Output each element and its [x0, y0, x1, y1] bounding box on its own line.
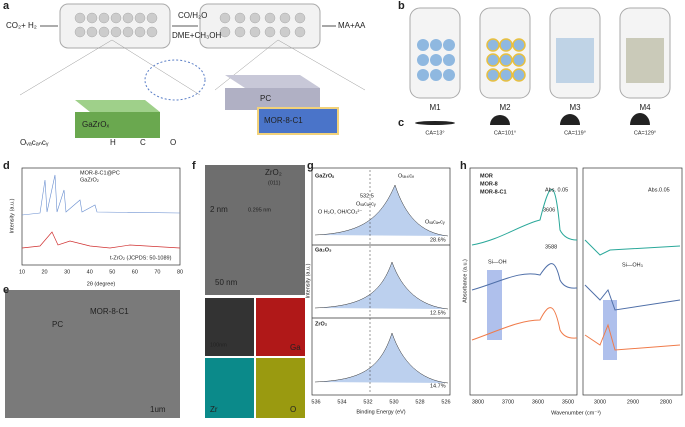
label: MOR-8-C1 [264, 116, 303, 125]
label: MOR-8-C1 [90, 307, 129, 316]
x-tick-label: 534 [337, 399, 346, 405]
label: 3606 [543, 207, 555, 213]
x-tick-label: 536 [311, 399, 320, 405]
label: CO₂+ H₂ [6, 21, 37, 30]
x-tick-label: 40 [87, 269, 93, 275]
x-tick-label: 80 [177, 269, 183, 275]
x-tick-label: 530 [389, 399, 398, 405]
axis-label: Intensity (a.u.) [9, 198, 15, 233]
legend-entry: O [170, 138, 176, 147]
x-tick-label: 3600 [532, 399, 544, 405]
reactor-diagram [19, 3, 366, 138]
label: CA=13° [425, 130, 444, 136]
label: Abs. 0.05 [545, 187, 568, 193]
x-tick-label: 70 [154, 269, 160, 275]
cylinders [409, 7, 671, 125]
label: O [290, 405, 296, 414]
label: Ga₂O₃ [315, 247, 332, 253]
legend-entry: MOR-8 [480, 181, 498, 187]
label: MA+AA [338, 21, 366, 30]
panel-label: a [3, 0, 10, 12]
label: ZrO₂ [315, 321, 328, 327]
panel-label: d [3, 160, 10, 172]
label: CO/H₂O [178, 11, 207, 20]
label: Oᵥₐcₐₙcᵧ [356, 201, 376, 207]
label: 0.295 nm [248, 207, 271, 213]
label: 12.5% [430, 310, 446, 316]
label: M1 [429, 103, 441, 112]
label: (011) [268, 180, 281, 186]
label: M4 [639, 103, 651, 112]
legend-entry: MOR [480, 173, 493, 179]
label: Si—OH₃ [622, 262, 643, 268]
label: 50 nm [215, 278, 238, 287]
x-tick-label: 10 [19, 269, 25, 275]
panel-label: f [192, 160, 196, 172]
label: t-ZrO₂ (JCPDS: 50-1089) [110, 255, 172, 261]
label: Oₗₐₜₜᵢcₑ [398, 173, 414, 179]
x-tick-label: 30 [64, 269, 70, 275]
axis-label: Binding Energy (eV) [356, 409, 405, 415]
label: CA=129° [634, 130, 656, 136]
xps-plot [311, 167, 451, 396]
x-tick-label: 60 [132, 269, 138, 275]
x-tick-label: 3700 [502, 399, 514, 405]
panel-label: b [398, 0, 405, 12]
label: Oᵥₐcₐₙcᵧ [425, 219, 445, 225]
panel-label: g [307, 160, 314, 172]
label: 1um [150, 405, 166, 414]
label: GaZrOₓ [82, 120, 109, 129]
label: 3588 [545, 244, 557, 250]
legend-entry: MOR-8-C1 [480, 189, 507, 195]
label: ZrO₂ [265, 168, 282, 177]
label: 532.5 [360, 193, 374, 199]
label: Si—OH [488, 259, 507, 265]
label: Zr [210, 405, 218, 414]
legend-entry: Oᵥₐcₐₙcᵧ [20, 138, 49, 147]
tem-image [205, 165, 305, 295]
axis-label: Intensity (a.u.) [305, 263, 311, 298]
legend-entry: H [110, 138, 116, 147]
x-tick-label: 2800 [660, 399, 672, 405]
eds-maps [205, 298, 305, 418]
x-tick-label: 3500 [562, 399, 574, 405]
panel-label: c [398, 117, 404, 129]
ftir-plot [469, 167, 683, 396]
label: Abs.0.05 [648, 187, 670, 193]
label: 14.7% [430, 383, 446, 389]
label: PC [52, 320, 63, 329]
label: Ga [290, 343, 301, 352]
label: 100nm [210, 342, 227, 348]
sem-image [5, 290, 180, 418]
x-tick-label: 2900 [627, 399, 639, 405]
axis-label: Wavenumber (cm⁻¹) [551, 410, 601, 416]
x-tick-label: 532 [363, 399, 372, 405]
label: PC [260, 94, 271, 103]
legend-entry: MOR-8-C1@PC [80, 170, 120, 176]
x-tick-label: 526 [441, 399, 450, 405]
label: O H₂O, OH/CO₃²⁻ [318, 209, 362, 215]
label: CA=101° [494, 130, 516, 136]
label: GaZrOₓ [315, 173, 335, 179]
axis-label: 2θ (degree) [87, 281, 116, 287]
x-tick-label: 20 [42, 269, 48, 275]
label: 2 nm [210, 205, 228, 214]
legend-entry: C [140, 138, 146, 147]
label: M2 [499, 103, 511, 112]
label: 28.6% [430, 237, 446, 243]
xrd-plot [21, 167, 181, 266]
x-tick-label: 3800 [472, 399, 484, 405]
label: CA=119° [564, 130, 586, 136]
panel-label: e [3, 284, 9, 296]
x-tick-label: 50 [109, 269, 115, 275]
legend-entry: GaZrO₂ [80, 177, 99, 183]
x-tick-label: 528 [415, 399, 424, 405]
x-tick-label: 3000 [594, 399, 606, 405]
label: M3 [569, 103, 581, 112]
label: DME+CH₃OH [172, 31, 221, 40]
panel-label: h [460, 160, 467, 172]
axis-label: Absorbance (a.u.) [462, 259, 468, 303]
